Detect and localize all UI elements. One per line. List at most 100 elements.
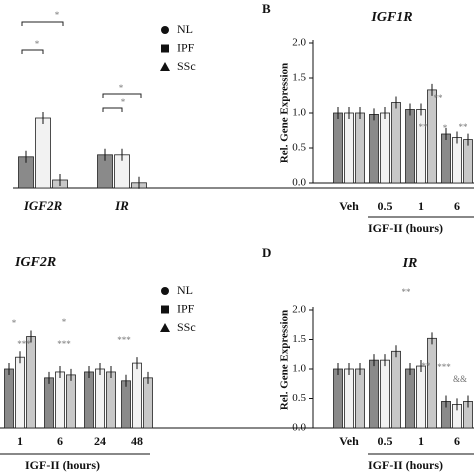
bar [391, 350, 401, 429]
legend-label: SSc [177, 59, 196, 73]
bar [26, 336, 36, 429]
significance: ** [419, 122, 429, 132]
sig-bracket [102, 107, 123, 112]
bar [333, 112, 343, 184]
chart-title: IGF1R [370, 10, 412, 25]
legend-label: NL [177, 283, 193, 297]
y-tick-label: 0.5 [292, 392, 306, 404]
x-tick-label: 1 [418, 199, 424, 213]
legend-label: IPF [177, 301, 195, 315]
bar [405, 368, 415, 429]
x-tick-label: 6 [454, 199, 460, 213]
legend-label: IPF [177, 40, 195, 54]
bar [84, 371, 94, 429]
x-tick-label: 1 [17, 434, 23, 448]
bar [35, 117, 51, 189]
sig-bracket [21, 21, 64, 26]
bar [55, 371, 65, 429]
bar [132, 362, 142, 429]
bar [44, 377, 54, 429]
significance: * [55, 10, 60, 20]
significance: *** [117, 335, 131, 345]
x-tick-label: 24 [94, 434, 106, 448]
legend-marker [161, 44, 169, 53]
y-tick-label: 1.0 [292, 107, 306, 119]
bar [333, 368, 343, 429]
bar [427, 337, 437, 429]
bar [4, 368, 14, 429]
bar [15, 356, 25, 429]
significance: ** [422, 361, 432, 371]
legend-marker [161, 26, 169, 34]
legend-label: SSc [177, 320, 196, 334]
y-tick-label: 0.0 [292, 177, 306, 189]
y-tick-label: 2.0 [292, 304, 306, 316]
bar [441, 133, 451, 184]
bar [427, 89, 437, 184]
x-tick-label: IR [114, 198, 129, 213]
y-axis-label: Rel. Gene Expression [279, 310, 291, 410]
x-axis-label: IGF-II (hours) [25, 458, 100, 472]
panel-label: D [262, 245, 271, 260]
bar [452, 137, 462, 184]
chart-title: IGF2R [14, 255, 56, 270]
sig-bracket [21, 49, 44, 54]
significance: * [119, 83, 124, 93]
bar [344, 368, 354, 429]
bar [369, 114, 379, 184]
bar [143, 377, 153, 429]
legend-label: NL [177, 22, 193, 36]
significance: ** [459, 122, 469, 132]
significance: * [121, 97, 126, 107]
legend-marker [160, 62, 170, 71]
legend-marker [161, 287, 169, 295]
y-tick-label: 2.0 [292, 37, 306, 49]
x-tick-label: 6 [57, 434, 63, 448]
bar [121, 380, 131, 429]
legend-marker [161, 305, 169, 314]
y-tick-label: 1.0 [292, 363, 306, 375]
x-tick-label: Veh [339, 199, 359, 213]
x-tick-label: 0.5 [378, 199, 393, 213]
legend-marker [160, 323, 170, 332]
significance: ** [402, 287, 412, 297]
significance: * [12, 318, 17, 328]
bar [380, 359, 390, 429]
chart-title: IR [402, 256, 418, 271]
bar [344, 112, 354, 184]
significance: && [453, 374, 467, 384]
bar [369, 359, 379, 429]
significance: ** [434, 93, 444, 103]
bar [463, 139, 473, 184]
bar [355, 112, 365, 184]
y-tick-label: 1.5 [292, 72, 306, 84]
x-axis-label: IGF-II (hours) [368, 458, 443, 472]
y-tick-label: 1.5 [292, 333, 306, 345]
bar [95, 368, 105, 429]
bar [66, 374, 76, 429]
y-tick-label: 0.0 [292, 422, 306, 434]
bar [416, 109, 426, 184]
significance: * [443, 123, 448, 133]
bar [355, 368, 365, 429]
bar [416, 365, 426, 429]
x-tick-label: Veh [339, 434, 359, 448]
x-tick-label: 48 [131, 434, 143, 448]
sig-bracket [102, 93, 142, 98]
x-tick-label: 6 [454, 434, 460, 448]
significance: *** [437, 362, 451, 372]
significance: * [35, 39, 40, 49]
x-tick-label: IGF2R [23, 198, 63, 213]
bar [405, 109, 415, 184]
bar [106, 371, 116, 429]
significance: *** [57, 339, 71, 349]
x-tick-label: 0.5 [378, 434, 393, 448]
x-tick-label: 1 [418, 434, 424, 448]
bar [380, 112, 390, 184]
significance: * [62, 317, 67, 327]
bar [391, 102, 401, 184]
y-axis-label: Rel. Gene Expression [279, 63, 291, 163]
significance: *** [17, 339, 31, 349]
x-axis-label: IGF-II (hours) [368, 221, 443, 235]
